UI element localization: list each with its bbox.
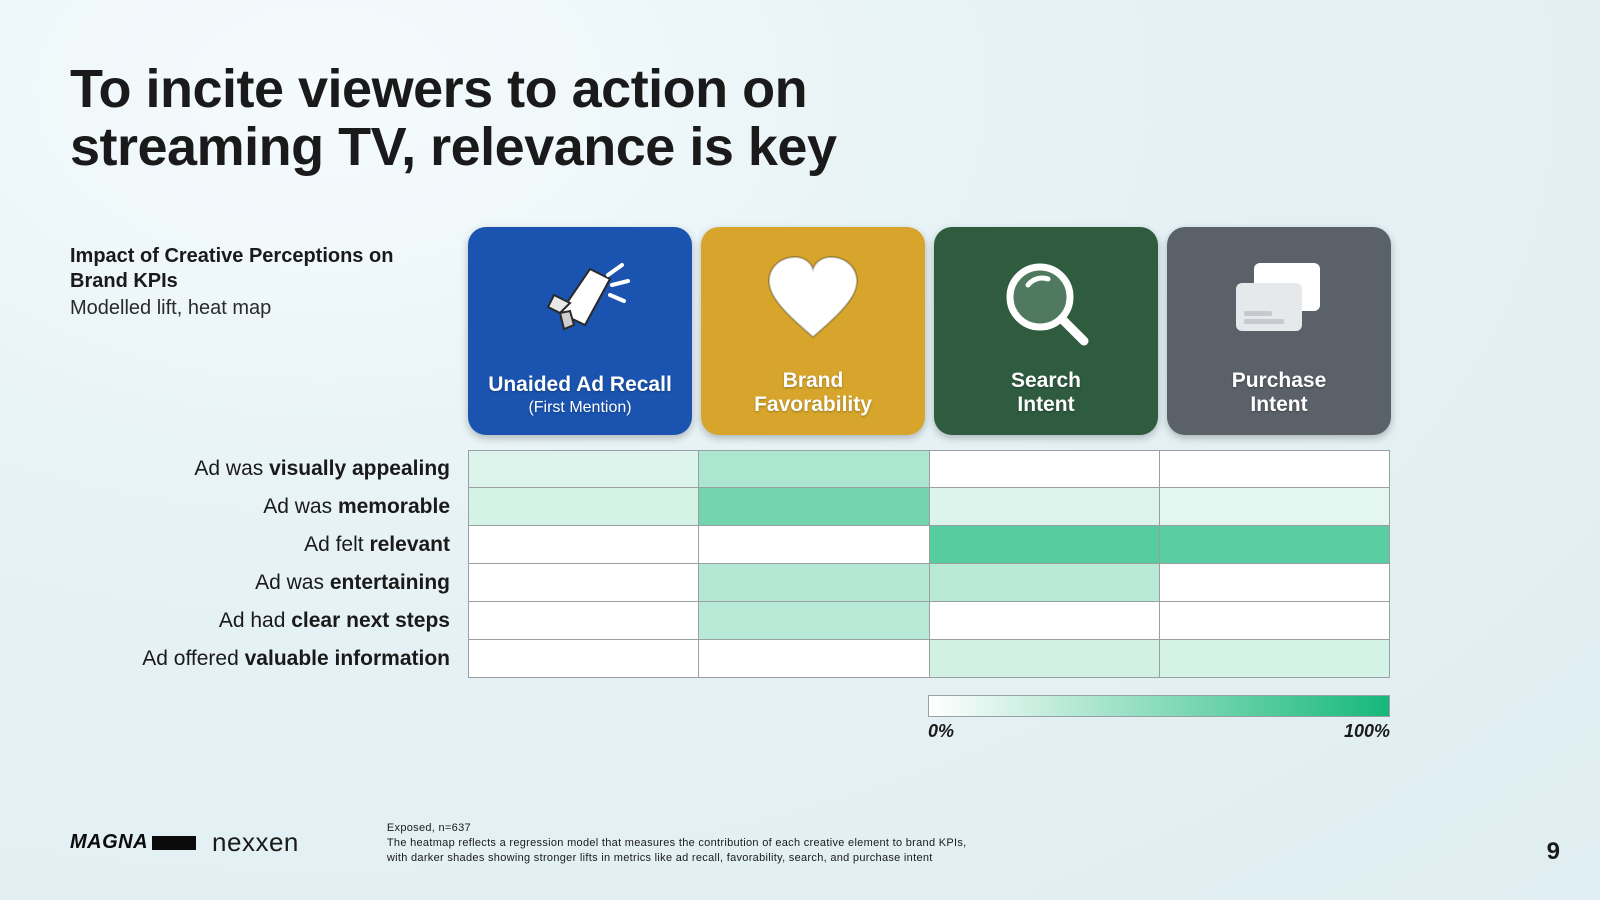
subtitle-light: Modelled lift, heat map [70, 296, 410, 321]
heatmap-cell [930, 564, 1160, 601]
legend-min-label: 0% [928, 721, 954, 742]
nexxen-logo: nexxen [212, 827, 299, 858]
heatmap-cell [699, 526, 929, 563]
kpi-card-search-intent: SearchIntent [934, 227, 1158, 435]
heatmap-cell [1160, 451, 1390, 487]
kpi-cards-row: Unaided Ad Recall (First Mention) BrandF… [468, 227, 1391, 435]
heatmap-cell [468, 564, 699, 601]
heatmap-row: Ad was entertaining [68, 564, 1390, 602]
heatmap-row: Ad offered valuable information [68, 640, 1390, 678]
heatmap-cell [1160, 488, 1390, 525]
heatmap-row-cells [468, 450, 1390, 488]
heatmap-row-cells [468, 488, 1390, 526]
heatmap-cell [930, 526, 1160, 563]
megaphone-icon [468, 255, 692, 351]
heatmap-table: Ad was visually appealingAd was memorabl… [68, 450, 1390, 678]
heatmap-row: Ad was visually appealing [68, 450, 1390, 488]
heatmap-cell [930, 451, 1160, 487]
kpi-card-title: SearchIntent [1011, 369, 1081, 417]
footnote-line3: with darker shades showing stronger lift… [387, 851, 967, 866]
legend-gradient-bar [928, 695, 1390, 717]
heatmap-row-label: Ad was visually appealing [68, 450, 468, 488]
heatmap-row-cells [468, 602, 1390, 640]
kpi-card-title: PurchaseIntent [1232, 369, 1327, 417]
heatmap-row-cells [468, 640, 1390, 678]
heatmap-row-label: Ad was entertaining [68, 564, 468, 602]
heatmap-cell [1160, 564, 1390, 601]
heatmap-cell [1160, 602, 1390, 639]
heatmap-cell [468, 640, 699, 677]
heatmap-cell [699, 451, 929, 487]
magna-logo: MAGNA [70, 831, 196, 854]
heatmap-row: Ad was memorable [68, 488, 1390, 526]
heatmap-cell [1160, 640, 1390, 677]
chart-subtitle: Impact of Creative Perceptions on Brand … [70, 244, 410, 321]
heatmap-cell [468, 488, 699, 525]
heatmap-cell [468, 526, 699, 563]
legend-max-label: 100% [1344, 721, 1390, 742]
kpi-card-sub: (First Mention) [528, 399, 631, 417]
heatmap-cell [699, 488, 929, 525]
slide-title: To incite viewers to action on streaming… [70, 60, 970, 177]
heatmap-cell [930, 640, 1160, 677]
heatmap-row-label: Ad felt relevant [68, 526, 468, 564]
footnote-line2: The heatmap reflects a regression model … [387, 836, 967, 851]
search-icon [934, 255, 1158, 351]
heatmap-row-cells [468, 526, 1390, 564]
footer: MAGNA nexxen Exposed, n=637 The heatmap … [70, 821, 1530, 866]
heatmap-row-label: Ad was memorable [68, 488, 468, 526]
heatmap-cell [1160, 526, 1390, 563]
heatmap-cell [468, 451, 699, 487]
footnote: Exposed, n=637 The heatmap reflects a re… [387, 821, 967, 866]
heatmap-cell [930, 602, 1160, 639]
legend: 0% 100% [928, 695, 1390, 742]
cards-icon [1167, 255, 1391, 345]
heatmap-cell [930, 488, 1160, 525]
logos: MAGNA nexxen [70, 821, 299, 858]
heatmap-cell [699, 602, 929, 639]
heatmap-cell [699, 564, 929, 601]
page-number: 9 [1547, 838, 1560, 866]
kpi-card-purchase-intent: PurchaseIntent [1167, 227, 1391, 435]
heatmap-row: Ad had clear next steps [68, 602, 1390, 640]
footnote-line1: Exposed, n=637 [387, 821, 967, 836]
heatmap-row-label: Ad offered valuable information [68, 640, 468, 678]
kpi-card-unaided-ad-recall: Unaided Ad Recall (First Mention) [468, 227, 692, 435]
heart-icon [701, 255, 925, 345]
kpi-card-brand-favorability: BrandFavorability [701, 227, 925, 435]
kpi-card-title: Unaided Ad Recall [488, 373, 672, 397]
subtitle-strong: Impact of Creative Perceptions on Brand … [70, 244, 410, 294]
heatmap-row: Ad felt relevant [68, 526, 1390, 564]
heatmap-cell [699, 640, 929, 677]
heatmap-row-cells [468, 564, 1390, 602]
heatmap-cell [468, 602, 699, 639]
kpi-card-title: BrandFavorability [754, 369, 872, 417]
heatmap-row-label: Ad had clear next steps [68, 602, 468, 640]
